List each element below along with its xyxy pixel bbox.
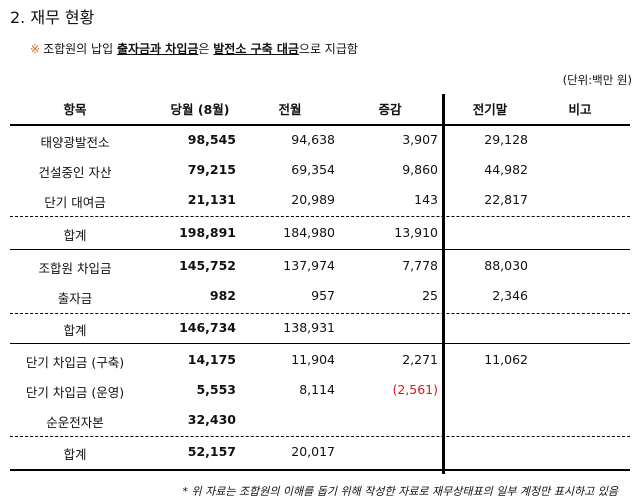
row-current: 21,131 [187,192,236,207]
row-previous: 20,989 [291,192,335,207]
row-current: 79,215 [187,162,236,177]
row-current: 98,545 [187,132,236,147]
row-change: 7,778 [402,258,438,273]
notice-text-3: 으로 지급함 [298,42,358,56]
row-change-negative: (2,561) [392,382,438,397]
row-last-year: 29,128 [484,132,528,147]
table-row: 순운전자본 32,430 [10,412,630,432]
row-item: 조합원 차입금 [38,261,112,276]
unit-label: (단위:백만 원) [562,73,632,87]
row-change: 9,860 [402,162,438,177]
subtotal-divider [10,216,630,217]
table-row-total: 합계 52,157 20,017 [10,444,630,464]
table-row: 건설중인 자산 79,215 69,354 9,860 44,982 [10,162,630,182]
header-border [10,124,630,126]
notice-emphasis-1: 출자금과 차입금 [116,42,199,56]
row-item: 단기 대여금 [44,195,106,210]
row-current: 145,752 [179,258,236,273]
notice-emphasis-2: 발전소 구축 대금 [213,42,299,56]
row-current: 982 [209,288,236,303]
row-current: 14,175 [187,352,236,367]
row-item: 순운전자본 [46,415,104,430]
column-divider [442,94,445,474]
row-last-year: 11,062 [484,352,528,367]
table-row: 태양광발전소 98,545 94,638 3,907 29,128 [10,132,630,152]
row-item: 합계 [63,323,87,338]
table-row: 단기 차입금 (구축) 14,175 11,904 2,271 11,062 [10,352,630,372]
table-row: 단기 대여금 21,131 20,989 143 22,817 [10,192,630,212]
row-last-year: 44,982 [484,162,528,177]
row-item: 합계 [63,447,87,462]
header-item: 항목 [63,102,87,117]
table-row-total: 합계 146,734 138,931 [10,320,630,340]
row-last-year: 2,346 [492,288,528,303]
subtotal-divider [10,313,630,314]
row-previous: 8,114 [299,382,335,397]
row-previous: 94,638 [291,132,335,147]
table-row-total: 합계 198,891 184,980 13,910 [10,225,630,245]
group-divider [10,249,630,250]
row-current: 32,430 [187,412,236,427]
header-change: 증감 [378,102,402,117]
row-previous: 184,980 [283,225,335,240]
row-previous: 11,904 [291,352,335,367]
header-previous: 전월 [278,102,302,117]
notice-line: ※ 조합원의 납입 출자금과 차입금은 발전소 구축 대금으로 지급함 [30,40,358,57]
row-change: 3,907 [402,132,438,147]
row-current: 52,157 [187,444,236,459]
table-row: 출자금 982 957 25 2,346 [10,288,630,308]
table-bottom-border [10,469,630,471]
notice-text-2: 은 [198,42,214,56]
header-note: 비고 [568,102,592,117]
header-current: 당월 (8월) [170,102,230,117]
table-header-row: 항목 당월 (8월) 전월 증감 전기말 비고 [10,99,630,119]
finance-table: 항목 당월 (8월) 전월 증감 전기말 비고 태양광발전소 98,545 94… [10,86,630,474]
notice-mark: ※ [30,42,41,56]
notice-text-1: 조합원의 납입 [43,42,117,56]
row-current: 198,891 [179,225,236,240]
row-change: 2,271 [402,352,438,367]
footnote: * 위 자료는 조합원의 이해를 돕기 위해 작성한 자료로 재무상태표의 일부… [182,485,618,498]
row-current: 5,553 [196,382,236,397]
row-item: 건설중인 자산 [38,165,112,180]
row-last-year: 88,030 [484,258,528,273]
row-item: 출자금 [57,291,93,306]
row-previous: 20,017 [291,444,335,459]
group-divider [10,343,630,344]
row-item: 단기 차입금 (구축) [25,355,125,370]
section-heading: 2. 재무 현황 [10,8,95,27]
row-change: 13,910 [394,225,438,240]
subtotal-divider [10,436,630,437]
header-last-year: 전기말 [472,102,508,117]
row-change: 143 [414,192,438,207]
row-current: 146,734 [179,320,236,335]
row-previous: 957 [311,288,335,303]
row-previous: 138,931 [283,320,335,335]
row-previous: 69,354 [291,162,335,177]
row-previous: 137,974 [283,258,335,273]
row-item: 합계 [63,228,87,243]
table-row: 단기 차입금 (운영) 5,553 8,114 (2,561) [10,382,630,402]
table-row: 조합원 차입금 145,752 137,974 7,778 88,030 [10,258,630,278]
row-item: 태양광발전소 [40,135,110,150]
row-last-year: 22,817 [484,192,528,207]
row-item: 단기 차입금 (운영) [25,385,125,400]
row-change: 25 [422,288,438,303]
